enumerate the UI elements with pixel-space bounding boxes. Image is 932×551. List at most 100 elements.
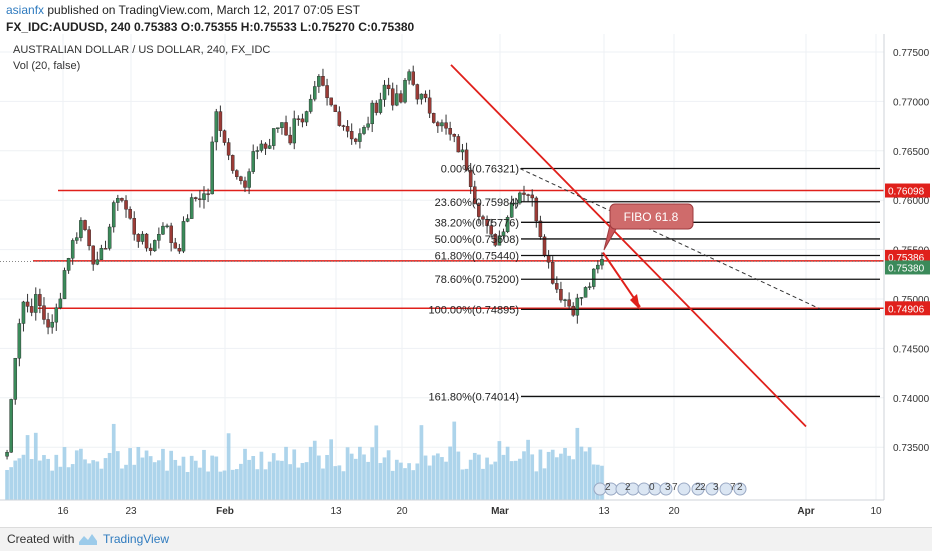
candle-body	[304, 111, 309, 123]
candle-body	[456, 136, 461, 153]
price-tick-label: 0.77000	[893, 97, 930, 108]
fibonacci-retracement[interactable]: 0.00%(0.76321) 23.60%(0.75984) 38.20%(0.75…	[428, 163, 880, 403]
candle-body	[378, 99, 383, 113]
volume-bar	[448, 446, 452, 500]
candle-body	[152, 240, 157, 251]
volume-bar	[29, 459, 34, 500]
candle-body	[366, 123, 370, 128]
volume-bar	[13, 460, 18, 500]
event-flag-icon	[691, 482, 705, 496]
event-label: 2	[695, 482, 701, 493]
candle-body	[25, 301, 30, 307]
candle-body	[148, 247, 153, 251]
volume-bar	[148, 456, 153, 500]
volume-bar	[124, 464, 128, 500]
volume-bar	[251, 456, 256, 500]
candle-body	[210, 141, 214, 195]
volume-bar	[21, 454, 26, 500]
candle-body	[300, 118, 305, 123]
candle-body	[128, 209, 132, 219]
volume-bar	[111, 423, 116, 500]
candle-body	[431, 113, 436, 123]
volume-bar	[79, 448, 83, 500]
candle-body	[427, 97, 432, 114]
event-label: 2	[605, 482, 611, 493]
volume-bar	[595, 464, 600, 500]
volume-bar	[136, 446, 141, 500]
candle-body	[169, 225, 173, 243]
event-flag-icon	[659, 482, 673, 496]
volume-bar	[559, 453, 563, 500]
candle-body	[448, 128, 452, 135]
volume-bar	[431, 455, 436, 500]
time-tick-label: 20	[668, 506, 680, 517]
volume-bar	[99, 468, 104, 500]
volume-bar	[25, 435, 30, 500]
volume-bar	[329, 439, 334, 500]
price-tag-label: 0.75386	[888, 253, 925, 264]
volume-bar	[530, 454, 535, 500]
event-flag-icon	[733, 482, 747, 496]
candle-body	[46, 319, 50, 328]
volume-bar	[477, 454, 481, 500]
author-link[interactable]: asianfx	[6, 3, 45, 17]
price-tick-label: 0.73500	[893, 443, 930, 454]
candle-body	[501, 231, 506, 236]
arrow-head-icon	[630, 294, 640, 310]
time-axis[interactable]: 16 23 Feb 13 20 Mar 13 20 Apr 10	[0, 499, 884, 517]
volume-bar	[226, 433, 231, 500]
volume-bar	[542, 468, 547, 500]
candle-body	[185, 218, 190, 222]
candle-body	[587, 286, 592, 288]
candle-body	[452, 134, 457, 137]
volume-bar	[554, 457, 559, 500]
candle-body	[214, 111, 219, 143]
candle-body	[436, 122, 440, 127]
candle-body	[563, 299, 567, 301]
candle-body	[415, 84, 420, 100]
candle-body	[399, 93, 403, 103]
volume-bar	[292, 449, 297, 500]
candles	[5, 65, 604, 460]
drawings[interactable]: FIBO 61.8	[450, 64, 821, 428]
volume-bar	[95, 461, 100, 500]
volume-bar	[337, 465, 342, 500]
candle-body	[591, 268, 596, 287]
price-axis[interactable]: 0.775000.770000.765000.760000.755000.750…	[883, 34, 930, 500]
volume-bar	[218, 471, 223, 500]
fib-level-label: 38.20%(0.75776)	[435, 217, 519, 229]
volume-bar	[333, 466, 338, 500]
volume-bar	[325, 454, 329, 500]
volume-bar	[128, 448, 132, 500]
volume-bar	[107, 452, 112, 500]
volume-bar	[247, 459, 251, 500]
fib-level-label: 61.80%(0.75440)	[435, 251, 519, 263]
price-tag-label: 0.76098	[888, 187, 925, 198]
volume-bar	[70, 464, 75, 500]
volume-bar	[259, 451, 264, 500]
volume-bar	[288, 464, 292, 500]
created-with-text: Created with	[7, 532, 75, 546]
volume-bar	[321, 468, 325, 500]
volume-legend[interactable]: Vol (20, false)	[13, 60, 81, 72]
volume-bar	[534, 471, 539, 500]
candle-body	[267, 145, 272, 149]
candle-body	[239, 176, 243, 182]
volume-bar	[518, 458, 522, 500]
event-label: 3	[665, 482, 671, 493]
volume-bar	[230, 469, 235, 500]
event-label: 0	[649, 482, 655, 493]
volume-bar	[83, 459, 87, 500]
candle-body	[440, 122, 444, 127]
candle-body	[345, 126, 350, 132]
volume-bar	[435, 453, 440, 500]
price-tick-label: 0.77500	[893, 48, 930, 59]
fib-level-label: 0.00%(0.76321)	[441, 163, 519, 175]
candle-body	[526, 194, 530, 196]
candle-body	[116, 198, 120, 203]
volume-bar	[583, 451, 588, 500]
candle-body	[247, 171, 251, 188]
tradingview-link[interactable]: TradingView	[103, 532, 170, 546]
